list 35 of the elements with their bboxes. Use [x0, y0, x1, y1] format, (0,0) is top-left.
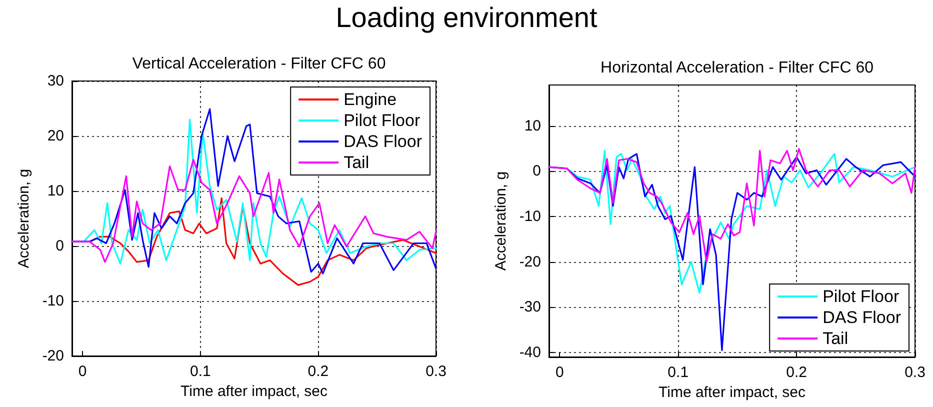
y-tick-label: 10 [47, 182, 64, 200]
x-tick-label: 0.1 [668, 364, 689, 381]
legend-label: DAS Floor [344, 132, 422, 151]
y-tick-label: -30 [519, 298, 541, 316]
chart-title: Horizontal Acceleration - Filter CFC 60 [600, 60, 874, 76]
line-series [548, 148, 916, 263]
x-tick-label: 0.2 [786, 364, 807, 381]
y-tick-label: 0 [56, 238, 64, 254]
legend-label: Tail [822, 329, 848, 348]
text: Loading environment [334, 2, 598, 34]
y-tick-label: -40 [519, 344, 541, 361]
y-tick-label: 20 [47, 128, 64, 144]
x-axis-title: Time after impact, sec [658, 384, 806, 401]
legend-label: Engine [344, 90, 397, 109]
legend-label: Pilot Floor [822, 287, 900, 306]
y-axis-title: Acceleration, g [492, 171, 510, 271]
x-tick-label: 0.1 [190, 363, 211, 380]
y-axis-title: Acceleration, g [15, 168, 32, 268]
y-tick-label: -10 [519, 208, 541, 225]
legend-label: Tail [344, 153, 370, 172]
y-tick-label: -10 [42, 292, 64, 310]
y-tick-label: -20 [519, 253, 541, 270]
x-tick-label: 0 [555, 364, 564, 381]
y-tick-label: 30 [47, 72, 64, 90]
x-tick-label: 0.3 [426, 363, 446, 380]
x-tick-label: 0.2 [308, 363, 329, 380]
x-tick-label: 0.3 [904, 364, 926, 381]
y-tick-label: 0 [532, 162, 541, 180]
x-tick-label: 0 [78, 363, 87, 380]
y-tick-label: -20 [42, 348, 64, 364]
legend-label: Pilot Floor [344, 111, 420, 130]
chart-title: Vertical Acceleration - Filter CFC 60 [132, 56, 386, 72]
y-tick-label: 10 [524, 117, 541, 134]
legend-label: DAS Floor [822, 308, 902, 327]
x-axis-title: Time after impact, sec [180, 382, 328, 400]
